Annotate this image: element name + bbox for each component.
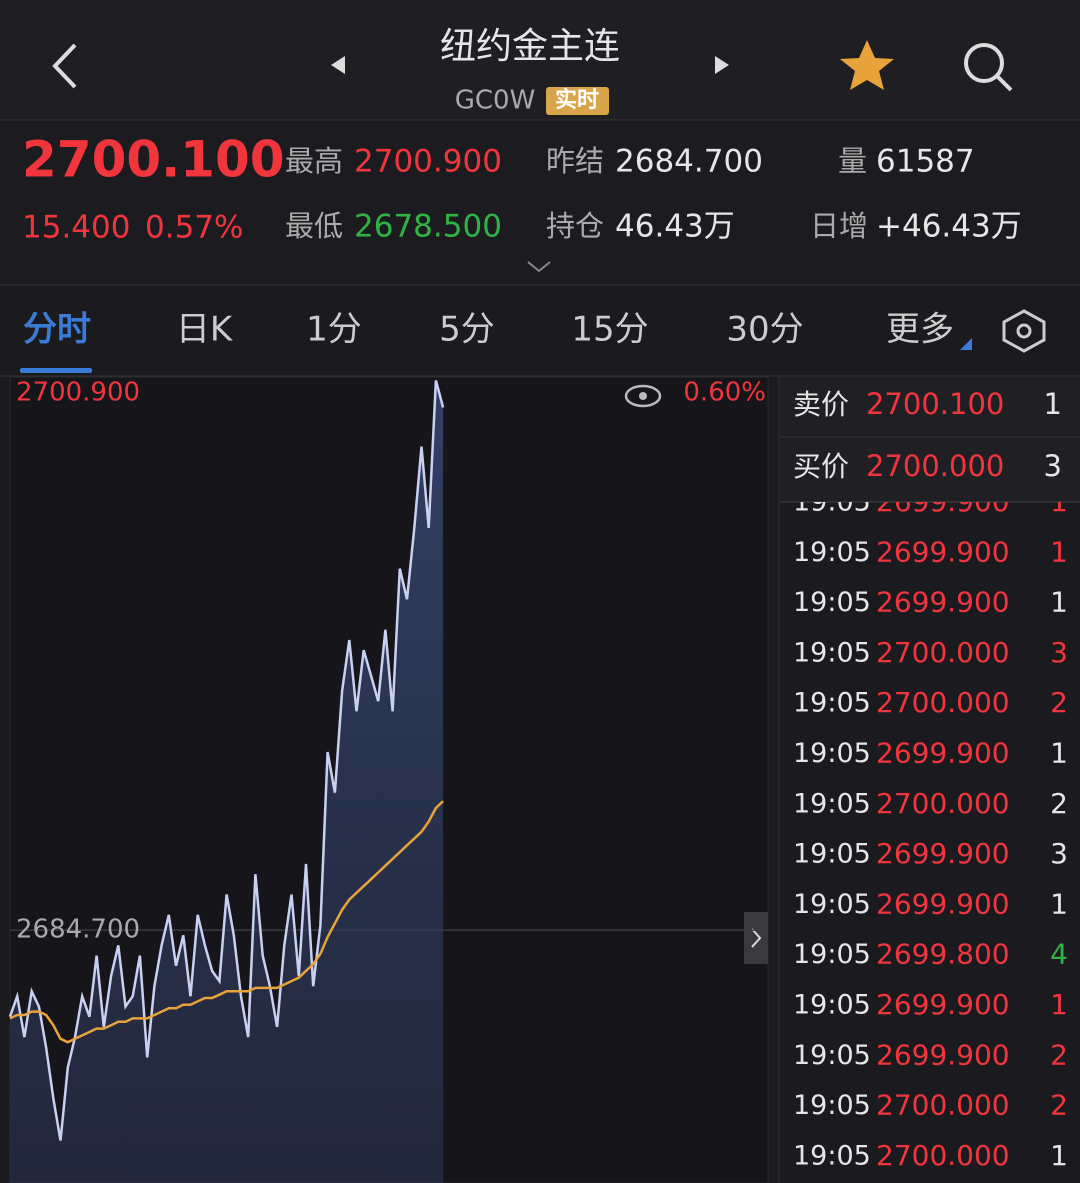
- trade-time: 19:05: [793, 738, 871, 769]
- panel-toggle[interactable]: [744, 912, 768, 964]
- trade-price: 2699.900: [876, 485, 1010, 518]
- trade-time: 19:05: [793, 1140, 871, 1171]
- oi-value: 46.43万: [615, 209, 735, 245]
- trade-price: 2700.000: [876, 1089, 1010, 1122]
- tab[interactable]: 分时: [23, 310, 91, 350]
- low-value: 2678.500: [354, 209, 502, 245]
- trade-time: 19:05: [793, 1090, 871, 1121]
- more-marker: [960, 338, 972, 350]
- y-tick-label: 2700.900: [16, 378, 140, 408]
- high-value: 2700.900: [354, 144, 502, 180]
- trade-time: 19:05: [793, 487, 871, 518]
- trade-price: 2700.000: [876, 636, 1010, 669]
- header-bg: [0, 0, 1080, 120]
- daily-value: +46.43万: [876, 209, 1022, 245]
- tab[interactable]: 更多: [886, 310, 954, 350]
- trade-qty: 2: [1050, 1038, 1068, 1071]
- trade-time: 19:05: [793, 537, 871, 568]
- tab[interactable]: 30分: [726, 310, 803, 350]
- y-tick-label: 2684.700: [16, 915, 140, 945]
- trade-qty: 2: [1050, 1089, 1068, 1122]
- panel-toggle-arrow: [751, 928, 762, 948]
- trade-qty: 2: [1050, 686, 1068, 719]
- trade-qty: 1: [1050, 1139, 1068, 1172]
- trade-qty: 1: [1050, 887, 1068, 920]
- tag-bg: [546, 87, 609, 115]
- trade-price: 2699.900: [876, 988, 1010, 1021]
- daily-label: 日增: [810, 209, 868, 243]
- trade-price: 2700.000: [876, 787, 1010, 820]
- prev-value: 2684.700: [615, 144, 763, 180]
- trade-qty: 1: [1050, 485, 1068, 518]
- quote-bg: [0, 121, 1080, 284]
- price-line: [8, 380, 445, 1141]
- trade-qty: 2: [1050, 787, 1068, 820]
- trade-price: 2700.000: [876, 1139, 1010, 1172]
- volume-value: 61587: [876, 144, 975, 180]
- price-change-pct: 0.57%: [145, 210, 243, 246]
- right-pct-label: 0.60%: [683, 378, 766, 408]
- trade-price: 2699.900: [876, 837, 1010, 870]
- tab[interactable]: 15分: [571, 310, 648, 350]
- eye-icon[interactable]: [624, 384, 662, 408]
- trade-qty: 3: [1050, 636, 1068, 669]
- tab[interactable]: 日K: [176, 310, 234, 350]
- book-label: 买价: [793, 450, 849, 483]
- trade-qty: 1: [1050, 988, 1068, 1021]
- last-price: 2700.100: [22, 131, 285, 189]
- book-qty: 1: [1044, 387, 1062, 421]
- trade-price: 2699.900: [876, 887, 1010, 920]
- next-button[interactable]: [715, 56, 729, 74]
- tab-underline: [20, 368, 92, 373]
- trade-time: 19:05: [793, 587, 871, 618]
- trade-time: 19:05: [793, 839, 871, 870]
- trade-price: 2699.900: [876, 1038, 1010, 1071]
- average-line: [9, 800, 444, 1044]
- trade-time: 19:05: [793, 1040, 871, 1071]
- trade-time: 19:05: [793, 990, 871, 1021]
- page-title: 纽约金主连: [440, 26, 620, 67]
- prev-label: 昨结: [546, 144, 604, 178]
- settings-dot: [1016, 323, 1032, 339]
- trade-time: 19:05: [793, 788, 871, 819]
- trade-time: 19:05: [793, 688, 871, 719]
- search-button[interactable]: [964, 43, 1013, 92]
- symbol-code: GC0W: [455, 86, 536, 116]
- oi-label: 持仓: [546, 209, 604, 243]
- trade-price: 2699.900: [876, 535, 1010, 568]
- book-price: 2700.000: [866, 449, 1004, 483]
- tab[interactable]: 5分: [439, 310, 495, 350]
- trade-time: 19:05: [793, 939, 871, 970]
- prev-button[interactable]: [331, 56, 345, 74]
- trade-price: 2699.900: [876, 586, 1010, 619]
- low-label: 最低: [285, 209, 343, 243]
- settings-button[interactable]: [1002, 309, 1046, 353]
- price-area: [10, 380, 444, 1183]
- trade-list: 19:052699.900119:052699.900119:052699.90…: [793, 485, 1068, 1172]
- trade-price: 2699.900: [876, 737, 1010, 770]
- trade-qty: 1: [1050, 737, 1068, 770]
- price-change: 15.400: [22, 210, 130, 246]
- book-label: 卖价: [793, 388, 849, 421]
- trade-qty: 3: [1050, 837, 1068, 870]
- trade-qty: 1: [1050, 586, 1068, 619]
- volume-label: 量: [838, 144, 867, 178]
- trade-price: 2700.000: [876, 686, 1010, 719]
- trade-time: 19:05: [793, 637, 871, 668]
- realtime-tag: 实时: [555, 87, 599, 113]
- expand-arrow[interactable]: [527, 261, 551, 273]
- book-price: 2700.100: [866, 387, 1004, 421]
- favorite-star[interactable]: [840, 40, 894, 90]
- trade-qty: 4: [1050, 938, 1068, 971]
- tab[interactable]: 1分: [306, 310, 362, 350]
- order-book-bg: [780, 377, 1080, 502]
- back-button[interactable]: [52, 43, 77, 89]
- trade-qty: 1: [1050, 535, 1068, 568]
- trade-time: 19:05: [793, 889, 871, 920]
- high-label: 最高: [285, 144, 343, 178]
- book-qty: 3: [1044, 449, 1062, 483]
- trade-price: 2699.800: [876, 938, 1010, 971]
